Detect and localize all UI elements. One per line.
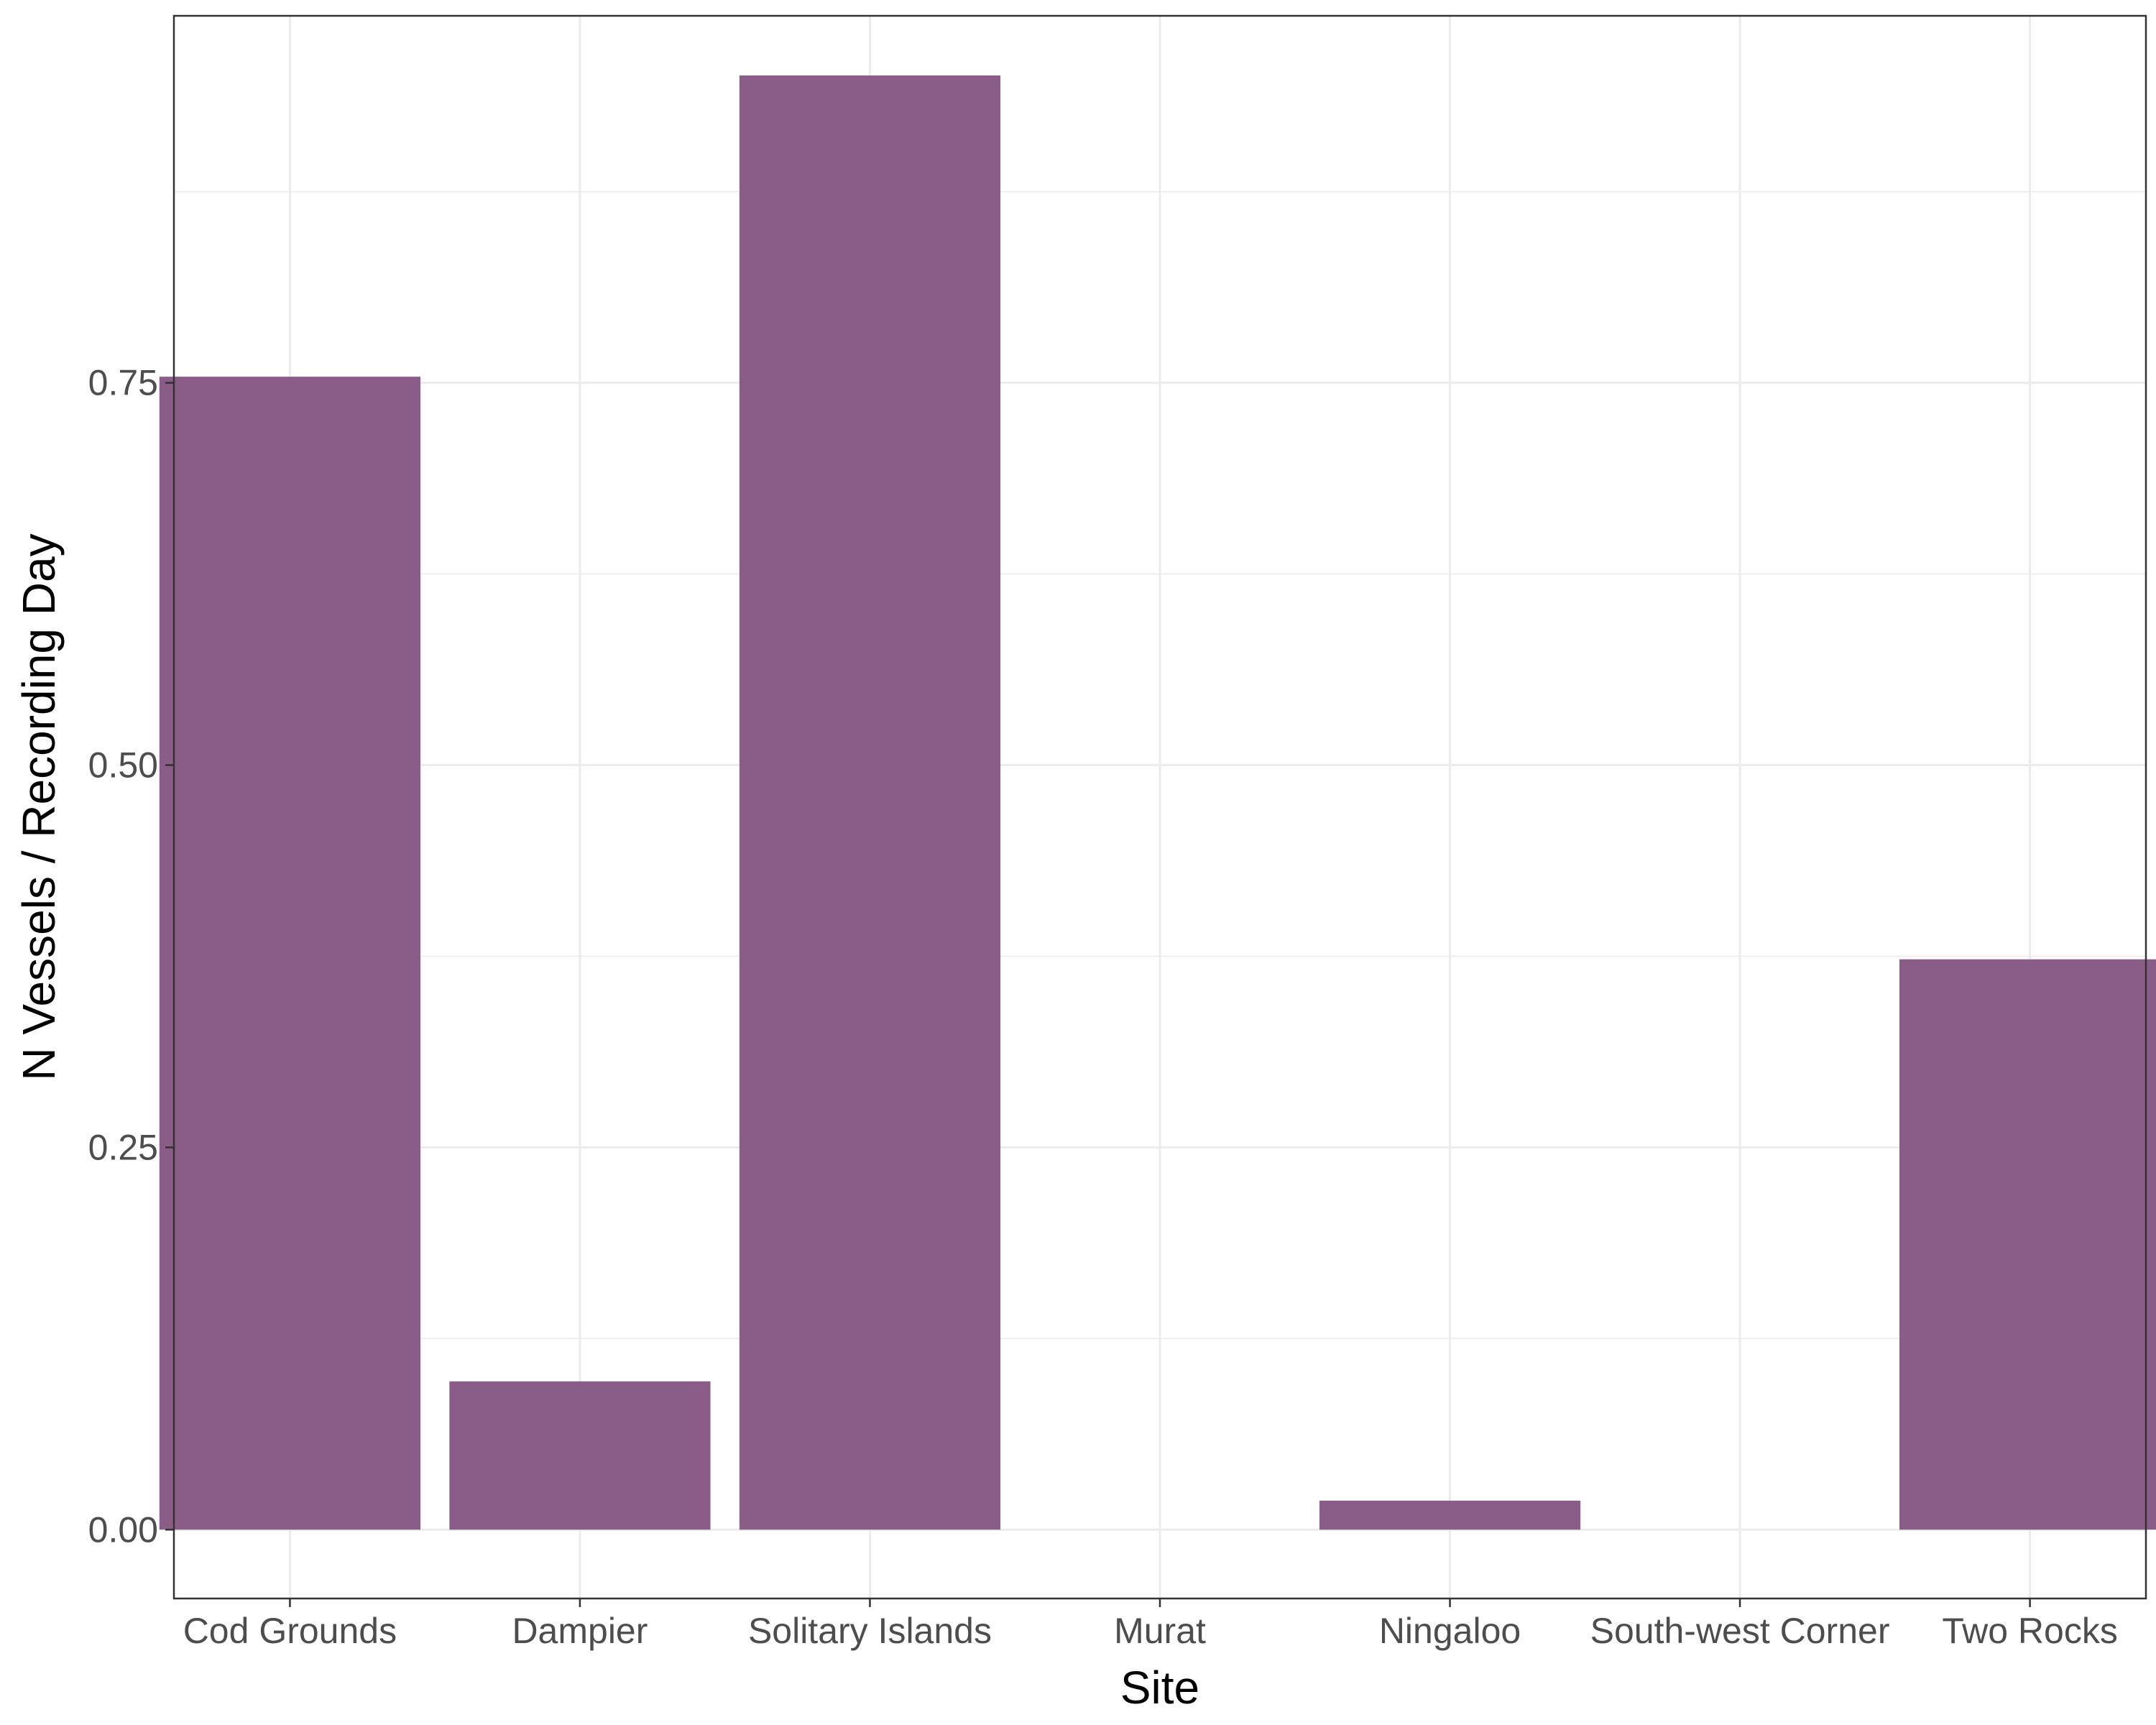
- bar: [1319, 1500, 1581, 1530]
- x-axis-title: Site: [1120, 1662, 1199, 1714]
- y-tick-label: 0.50: [88, 745, 158, 785]
- x-tick-label: Dampier: [512, 1611, 648, 1651]
- bar: [739, 75, 1001, 1530]
- x-tick-label: Solitary Islands: [748, 1611, 992, 1651]
- y-axis: 0.00 0.25 0.50 0.75: [88, 363, 174, 1550]
- bar: [159, 377, 420, 1530]
- bar: [449, 1381, 711, 1530]
- bar: [1899, 959, 2156, 1530]
- y-tick-label: 0.75: [88, 363, 158, 403]
- x-tick-label: Cod Grounds: [183, 1611, 397, 1651]
- x-axis: Cod Grounds Dampier Solitary Islands Murat N…: [183, 1598, 2118, 1651]
- x-tick-label: Two Rocks: [1942, 1611, 2118, 1651]
- y-tick-label: 0.25: [88, 1127, 158, 1167]
- x-tick-label: South-west Corner: [1590, 1611, 1890, 1651]
- y-axis-title: N Vessels / Recording Day: [13, 533, 65, 1080]
- x-tick-label: Murat: [1114, 1611, 1206, 1651]
- bars: [159, 75, 2156, 1530]
- x-tick-label: Ningaloo: [1379, 1611, 1521, 1651]
- y-tick-label: 0.00: [88, 1509, 158, 1550]
